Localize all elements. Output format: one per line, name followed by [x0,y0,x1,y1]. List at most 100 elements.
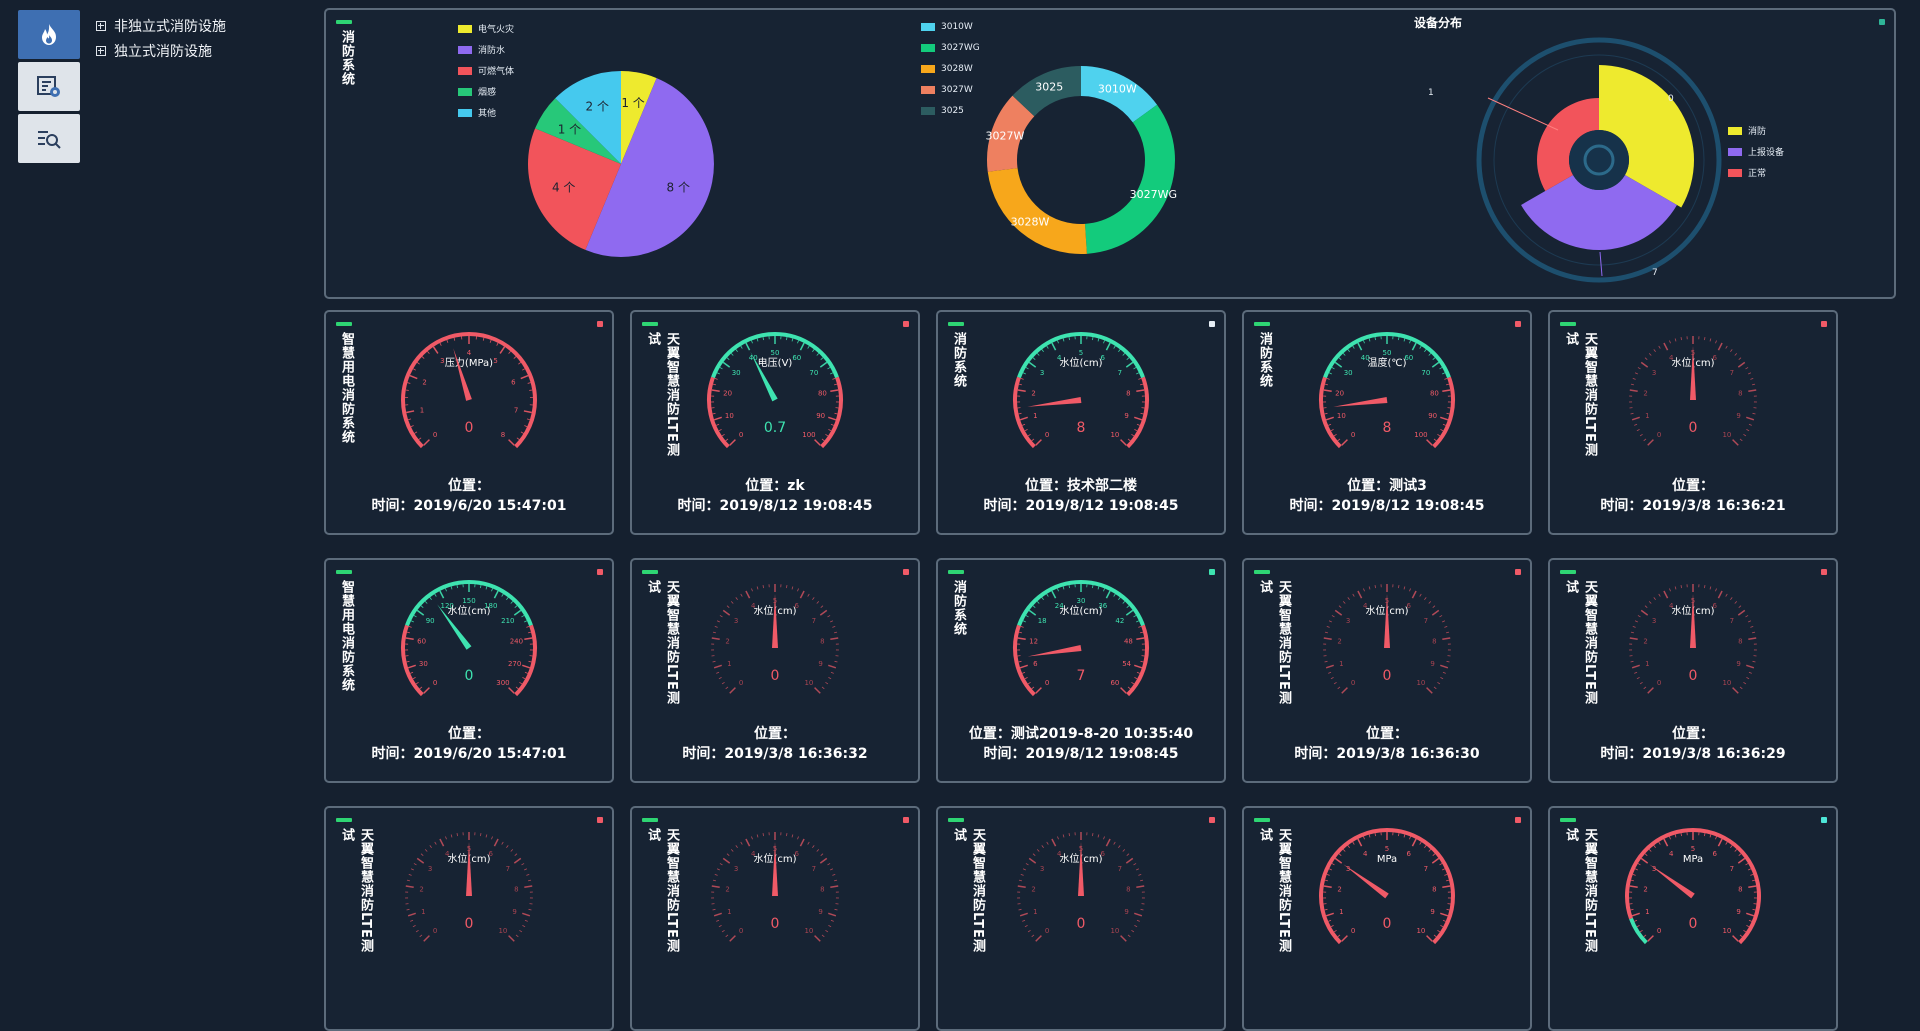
legend-item[interactable]: 其他 [458,102,514,123]
card-title: 天翼智慧消防LTE测试 [1561,580,1599,710]
gauge-tick [1326,665,1334,667]
gauge-tick [1032,687,1034,689]
gauge-tick [1631,413,1634,414]
status-indicator [903,569,909,575]
gauge-tick [1740,687,1742,689]
gauge-card[interactable]: 天翼智慧消防LTE测试 位置：zk 时间：2019/8/12 19:08:45 … [630,310,920,535]
gauge-tick [736,349,738,351]
gauge-tick [1106,839,1110,846]
gauge-tick [786,585,787,588]
gauge-tick [457,833,458,836]
gauge-tick [1331,925,1334,926]
gauge-tick [830,869,833,870]
search-list-icon [35,126,63,152]
legend-item[interactable]: 3010W [921,16,980,37]
gauge-tick [1022,672,1025,673]
gauge-tick [1136,886,1144,887]
gauge-tick [1710,587,1711,590]
gauge-tick [723,362,729,367]
gauge-tick [1137,672,1140,673]
legend-item[interactable]: 电气火灾 [458,18,514,39]
tree-item-non-standalone[interactable]: 非独立式消防设施 [96,13,226,38]
gauge-tick [420,935,422,937]
donut-slice[interactable] [988,168,1087,254]
gauge-tick [722,434,724,436]
location-line: 位置： [1550,475,1836,495]
gauge-tick [413,677,416,678]
legend-item[interactable]: 上报设备 [1728,141,1784,162]
gauge-tick [447,340,448,343]
gauge-tick [1733,688,1739,694]
time-value: 2019/8/12 19:08:45 [1332,498,1485,514]
gauge-tick [828,429,831,430]
fire-nav-button[interactable] [18,10,80,59]
gauge-tick-label: 1 [1339,908,1343,916]
legend-label: 正常 [1748,166,1766,179]
gauge-tick-label: 8 [820,885,824,893]
donut-slice[interactable] [1085,105,1175,254]
gauge-tick [506,597,508,599]
gauge-tick [726,687,728,689]
gauge-tick-label: 1 [1339,660,1343,668]
gauge-tick [1429,601,1431,603]
gauge-tick [1641,362,1647,367]
gauge-tick [1739,854,1741,856]
gauge-tick-label: 6 [1407,850,1412,858]
legend-item[interactable]: 消防 [1728,120,1784,141]
gauge-tick [1437,434,1439,436]
gauge-tick [1637,429,1640,430]
gauge-tick [1746,417,1754,419]
tree-item-standalone[interactable]: 独立式消防设施 [96,38,226,63]
gauge-tick [1036,440,1042,446]
gauge-tick [1325,909,1328,910]
legend-item[interactable]: 消防水 [458,39,514,60]
gauge-tick [1136,621,1139,622]
gauge-tick [1424,349,1426,351]
legend-item[interactable]: 正常 [1728,162,1784,183]
location-line: 位置： [1550,723,1836,743]
status-indicator [1209,569,1215,575]
card-marker [1254,570,1270,574]
gauge-tick [511,849,513,851]
gauge-tick [1098,835,1099,838]
legend-item[interactable]: 烟感 [458,81,514,102]
gauge-tick-label: 8 [1738,885,1742,893]
gauge-tick [1739,606,1741,608]
icon-sidebar [18,10,80,166]
gauge-tick-label: 10 [1722,927,1731,935]
gauge-tick [417,610,423,615]
gauge-tick [424,440,430,446]
gauge-tick [1433,606,1435,608]
card-title: 天翼智慧消防LTE测试 [643,828,681,958]
gauge-tick [1353,346,1355,349]
search-list-nav-button[interactable] [18,114,80,163]
gauge-value: 8 [1383,420,1392,436]
gauge-tick [792,587,793,590]
gauge-tick [1637,677,1640,678]
expand-icon[interactable] [96,21,106,31]
monitor-nav-button[interactable] [18,62,80,111]
gauge-tick-label: 9 [1736,660,1740,668]
gauge-tick-label: 100 [1414,431,1427,439]
gauge-tick-label: 70 [1421,369,1430,377]
gauge-card[interactable]: 消防系统 位置：测试2019-8-20 10:35:40 时间：2019/8/1… [936,558,1226,783]
expand-icon[interactable] [96,46,106,56]
gauge-tick [716,424,719,425]
legend-item[interactable]: 可燃气体 [458,60,514,81]
